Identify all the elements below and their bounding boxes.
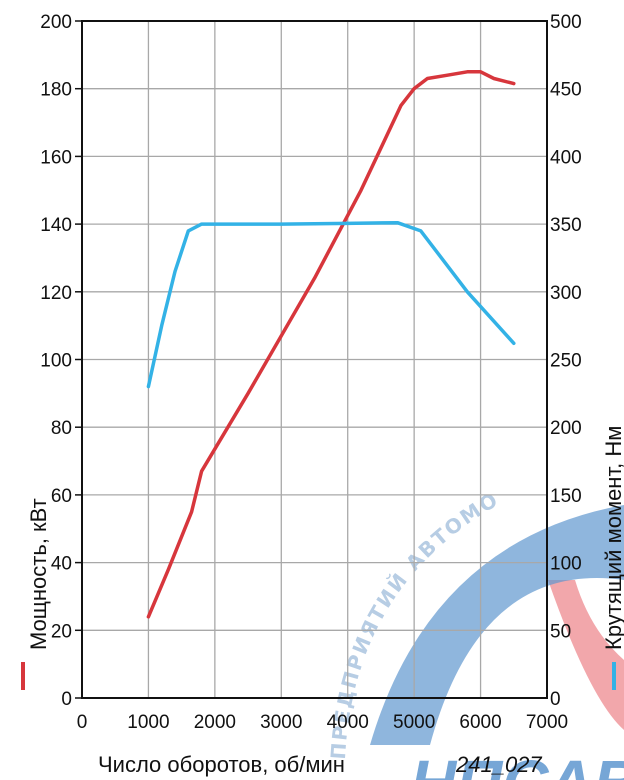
x-axis-title: Число оборотов, об/мин — [98, 752, 345, 777]
torque-series-line — [146, 220, 516, 389]
x-tick-label: 4000 — [327, 712, 369, 733]
y-left-tick-label: 60 — [51, 486, 72, 507]
series-group — [146, 70, 516, 619]
y-right-tick-label: 500 — [550, 12, 582, 33]
y-left-tick-label: 80 — [51, 418, 72, 439]
y-left-tick-label: 100 — [40, 351, 72, 372]
y-right-tick-label: 450 — [550, 80, 582, 101]
x-tick-label: 3000 — [260, 712, 302, 733]
y-right-axis-title: Крутящий момент, Нм — [601, 426, 624, 650]
y-right-tick-label: 150 — [550, 486, 582, 507]
grid-lines — [82, 21, 547, 698]
y-left-tick-label: 200 — [40, 12, 72, 33]
x-tick-label: 7000 — [526, 712, 568, 733]
y-left-tick-label: 20 — [51, 621, 72, 642]
y-left-axis-title: Мощность, кВт — [26, 498, 51, 650]
y-right-axis-ticks: 0 50 100 150 200 250 300 350 400 450 500 — [550, 12, 582, 710]
y-left-tick-label: 180 — [40, 80, 72, 101]
y-right-tick-label: 350 — [550, 215, 582, 236]
watermark-big-text: НПСАВ — [410, 747, 624, 780]
y-left-tick-label: 140 — [40, 215, 72, 236]
watermark-red-arc — [548, 580, 624, 730]
y-left-tick-label: 160 — [40, 147, 72, 168]
y-right-tick-label: 250 — [550, 351, 582, 372]
y-left-axis-ticks: 0 20 40 60 80 100 120 140 160 180 200 — [40, 12, 82, 710]
power-series-line — [146, 70, 516, 619]
y-right-tick-label: 100 — [550, 554, 582, 575]
y-left-tick-label: 120 — [40, 283, 72, 304]
y-right-tick-label: 400 — [550, 147, 582, 168]
y-right-tick-label: 300 — [550, 283, 582, 304]
x-tick-label: 6000 — [459, 712, 501, 733]
y-right-tick-label: 50 — [550, 621, 571, 642]
x-tick-label: 2000 — [194, 712, 236, 733]
x-tick-label: 5000 — [393, 712, 435, 733]
y-left-tick-label: 40 — [51, 554, 72, 575]
figure-code: 241_027 — [455, 752, 542, 777]
watermark-logo: ПРЕДПРИЯТИЙ АВТОМО НПСАВ — [326, 487, 624, 780]
y-right-tick-label: 200 — [550, 418, 582, 439]
x-axis-ticks: 0 1000 2000 3000 4000 5000 6000 7000 — [77, 712, 568, 733]
x-tick-label: 1000 — [127, 712, 169, 733]
watermark-blue-arc — [370, 505, 624, 745]
y-right-tick-label: 0 — [550, 689, 561, 710]
x-tick-label: 0 — [77, 712, 88, 733]
y-left-tick-label: 0 — [61, 689, 72, 710]
